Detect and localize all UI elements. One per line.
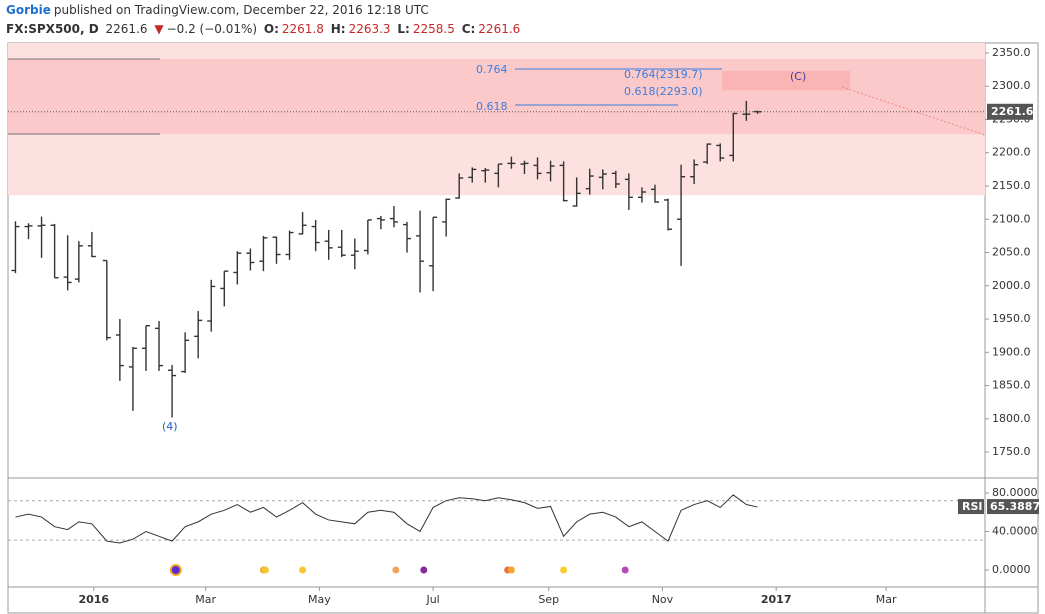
last-price-box xyxy=(987,103,1033,120)
y-tick-label: 1850.0 xyxy=(992,379,1031,392)
y-tick-label: 2050.0 xyxy=(992,246,1031,259)
price-bars xyxy=(11,100,762,418)
c-label: C: xyxy=(461,22,476,36)
rsi-value-box xyxy=(987,499,1039,515)
last-price-label: 2261.6 xyxy=(991,105,1034,118)
signal-dot xyxy=(392,566,400,574)
y-tick-label: 1950.0 xyxy=(992,312,1031,325)
rsi-name: RSI xyxy=(962,500,983,513)
signal-dot xyxy=(507,566,515,574)
h-label: H: xyxy=(330,22,346,36)
y-tick-label: 2200.0 xyxy=(992,146,1031,159)
rsi-tick-label: 40.0000 xyxy=(992,524,1038,537)
y-tick-label: 1750.0 xyxy=(992,445,1031,458)
y-tick-label: 1900.0 xyxy=(992,345,1031,358)
x-tick-label: Mar xyxy=(876,593,897,606)
x-tick-label: 2016 xyxy=(78,593,109,606)
rsi-line xyxy=(15,494,758,544)
symbol-line: FX:SPX500, D 2261.6 ▼ −0.2 (−0.01%) O: 226… xyxy=(6,22,523,36)
fib-label: 0.618(2293.0) xyxy=(624,85,703,98)
published: published on TradingView.com, December 2… xyxy=(53,3,429,17)
x-tick-label: Mar xyxy=(195,593,216,606)
fib-label: 0.764 xyxy=(476,63,508,76)
low-value: 2258.5 xyxy=(412,22,455,36)
y-tick-label: 2150.0 xyxy=(992,179,1031,192)
signal-dot xyxy=(169,563,182,576)
y-tick-label: 1800.0 xyxy=(992,412,1031,425)
wave-label: (4) xyxy=(162,420,178,433)
x-tick-label: 2017 xyxy=(761,593,792,606)
l-label: L: xyxy=(397,22,410,36)
fib-label: 0.764(2319.7) xyxy=(624,68,703,81)
y-tick-label: 2100.0 xyxy=(992,212,1031,225)
signal-dot xyxy=(420,566,428,574)
o-label: O: xyxy=(263,22,279,36)
open-value: 2261.8 xyxy=(281,22,324,36)
wave-label: (C) xyxy=(790,70,806,83)
y-tick-label: 2350.0 xyxy=(992,46,1031,59)
x-tick-label: Nov xyxy=(652,593,674,606)
x-tick-label: May xyxy=(308,593,331,606)
down-arrow: ▼ xyxy=(154,22,164,36)
projection-line xyxy=(841,86,986,136)
signal-dot xyxy=(261,566,269,574)
rsi-tick-label: 80.0000 xyxy=(992,486,1038,499)
rsi-value: 65.3887 xyxy=(990,500,1040,513)
rsi-tick-label: 0.0000 xyxy=(992,563,1031,576)
symbol: FX:SPX500, D xyxy=(6,22,99,36)
close-value: 2261.6 xyxy=(478,22,521,36)
x-tick-label: Sep xyxy=(538,593,559,606)
change: −0.2 (−0.01%) xyxy=(166,22,258,36)
y-tick-label: 2000.0 xyxy=(992,279,1031,292)
y-tick-label: 2300.0 xyxy=(992,79,1031,92)
fib-label: 0.618 xyxy=(476,100,508,113)
publish-line: Gorbie published on TradingView.com, Dece… xyxy=(6,3,432,17)
rsi-name-box xyxy=(958,499,984,515)
zone xyxy=(722,70,850,91)
last-price: 2261.6 xyxy=(105,22,148,36)
x-tick-label: Jul xyxy=(425,593,439,606)
signal-dot xyxy=(621,566,629,574)
author: Gorbie xyxy=(6,3,51,17)
signal-dot xyxy=(299,566,307,574)
high-value: 2263.3 xyxy=(348,22,391,36)
signal-dot xyxy=(560,566,568,574)
